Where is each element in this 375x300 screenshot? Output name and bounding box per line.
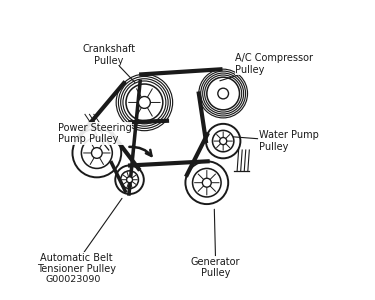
Circle shape xyxy=(127,177,132,183)
Circle shape xyxy=(220,137,227,145)
Circle shape xyxy=(92,148,102,158)
Text: Water Pump
Pulley: Water Pump Pulley xyxy=(233,130,319,152)
Text: Automatic Belt
Tensioner Pulley: Automatic Belt Tensioner Pulley xyxy=(36,198,122,274)
Text: Crankshaft
Pulley: Crankshaft Pulley xyxy=(82,44,135,82)
Circle shape xyxy=(202,178,211,187)
Text: Generator
Pulley: Generator Pulley xyxy=(191,209,240,278)
Text: Power Steering
Pump Pulley: Power Steering Pump Pulley xyxy=(58,123,132,145)
Text: G00023090: G00023090 xyxy=(45,275,101,284)
Text: A/C Compressor
Pulley: A/C Compressor Pulley xyxy=(220,53,313,81)
Circle shape xyxy=(138,97,150,108)
Circle shape xyxy=(218,88,228,99)
